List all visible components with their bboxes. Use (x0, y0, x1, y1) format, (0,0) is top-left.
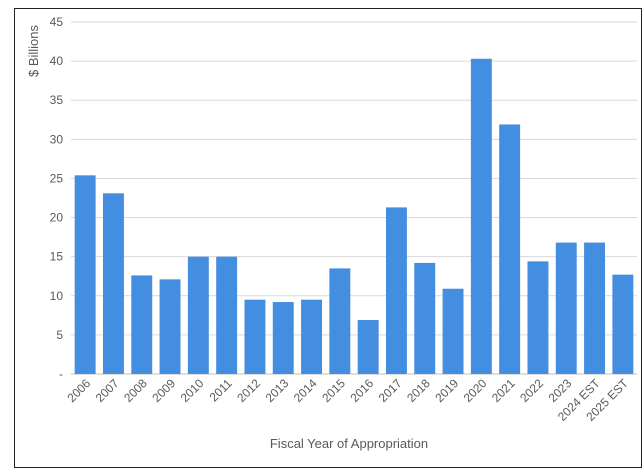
y-tick-label: 40 (50, 54, 64, 68)
bar (584, 242, 606, 374)
x-axis-title: Fiscal Year of Appropriation (270, 436, 428, 451)
bar (555, 242, 577, 374)
bar (442, 288, 464, 374)
x-tick-label: 2016 (347, 376, 376, 405)
x-tick-label: 2014 (291, 376, 320, 405)
y-tick-label: 45 (50, 15, 64, 29)
x-tick-label: 2013 (263, 376, 292, 405)
x-tick-label: 2007 (93, 376, 122, 405)
y-tick-label: 10 (50, 289, 64, 303)
bar (272, 302, 294, 374)
x-tick-label: 2018 (404, 376, 433, 405)
x-tick-label: 2020 (461, 376, 490, 405)
bar (159, 279, 181, 374)
x-tick-label: 2010 (178, 376, 207, 405)
bar (329, 268, 351, 374)
bar (102, 193, 124, 374)
bar (216, 256, 238, 374)
bar (131, 275, 153, 374)
y-tick-label: 20 (50, 211, 64, 225)
bar (74, 175, 96, 374)
x-tick-label: 2009 (149, 376, 178, 405)
x-tick-label: 2006 (64, 376, 93, 405)
bar (612, 274, 634, 374)
bar (527, 261, 549, 374)
bar (187, 256, 209, 374)
y-tick-label: 30 (50, 132, 64, 146)
bar (499, 124, 521, 375)
x-tick-label: 2017 (376, 376, 405, 405)
y-tick-label: 5 (56, 328, 63, 342)
x-tick-label: 2011 (207, 376, 235, 404)
bar (385, 207, 407, 374)
bar (244, 299, 266, 374)
y-tick-label: - (59, 367, 63, 381)
x-tick-label: 2022 (517, 376, 546, 405)
y-tick-label: 15 (50, 250, 64, 264)
y-tick-label: 25 (50, 171, 64, 185)
x-tick-label: 2019 (432, 376, 461, 405)
x-tick-label: 2008 (121, 376, 150, 405)
y-axis-title: $ Billions (26, 24, 41, 77)
bar (301, 299, 323, 374)
chart-frame: -5 10 15 20 25 30 35 40 45 2006 2007 2008 2009 2010 20… (14, 8, 642, 468)
x-tick-label: 2015 (319, 376, 348, 405)
x-tick-label: 2021 (489, 376, 518, 405)
y-tick-label: 35 (50, 93, 64, 107)
bar (414, 262, 436, 374)
x-tick-label: 2012 (234, 376, 263, 405)
bar (470, 58, 492, 375)
bar (357, 320, 379, 374)
